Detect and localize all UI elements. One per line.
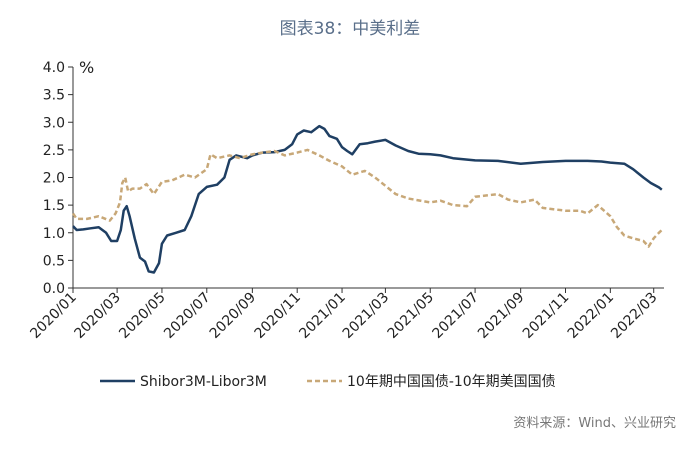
y-tick-label: 1.0 bbox=[43, 226, 65, 242]
x-tick-label: 2020/01 bbox=[27, 290, 79, 342]
y-tick-label: 2.0 bbox=[43, 171, 65, 187]
x-tick-label: 2020/11 bbox=[252, 290, 304, 342]
x-tick-label: 2021/07 bbox=[429, 290, 481, 342]
y-tick-label: 3.5 bbox=[43, 88, 65, 104]
y-tick-label: 1.5 bbox=[43, 198, 65, 214]
x-tick-label: 2020/05 bbox=[116, 290, 168, 342]
x-tick-label: 2021/11 bbox=[520, 290, 572, 342]
axes: 0.00.51.01.52.02.53.03.54.02020/012020/0… bbox=[27, 60, 664, 342]
y-tick-label: 4.0 bbox=[43, 60, 65, 76]
chart-title: 图表38：中美利差 bbox=[280, 19, 421, 39]
legend: Shibor3M-Libor3M 10年期中国国债-10年期美国国债 bbox=[100, 374, 556, 390]
source-note: 资料来源：Wind、兴业研究 bbox=[513, 416, 676, 431]
x-tick-label: 2021/03 bbox=[340, 290, 392, 342]
series-line-1 bbox=[71, 148, 663, 248]
x-tick-label: 2021/09 bbox=[475, 290, 527, 342]
x-tick-label: 2021/05 bbox=[385, 290, 437, 342]
series-layer bbox=[71, 124, 663, 274]
x-tick-label: 2022/03 bbox=[608, 290, 660, 342]
x-tick-label: 2020/09 bbox=[207, 290, 259, 342]
y-tick-label: 0.5 bbox=[43, 253, 65, 269]
y-axis-unit: % bbox=[79, 58, 94, 77]
y-tick-label: 2.5 bbox=[43, 143, 65, 159]
legend-label-shibor: Shibor3M-Libor3M bbox=[140, 374, 267, 390]
legend-label-bond-spread: 10年期中国国债-10年期美国国债 bbox=[347, 374, 556, 390]
x-tick-label: 2022/01 bbox=[565, 290, 617, 342]
y-tick-label: 0.0 bbox=[43, 281, 65, 297]
y-tick-label: 3.0 bbox=[43, 115, 65, 131]
x-tick-label: 2020/03 bbox=[71, 290, 123, 342]
x-tick-label: 2020/07 bbox=[161, 290, 213, 342]
x-tick-label: 2021/01 bbox=[296, 290, 348, 342]
series-line-0 bbox=[72, 124, 663, 274]
